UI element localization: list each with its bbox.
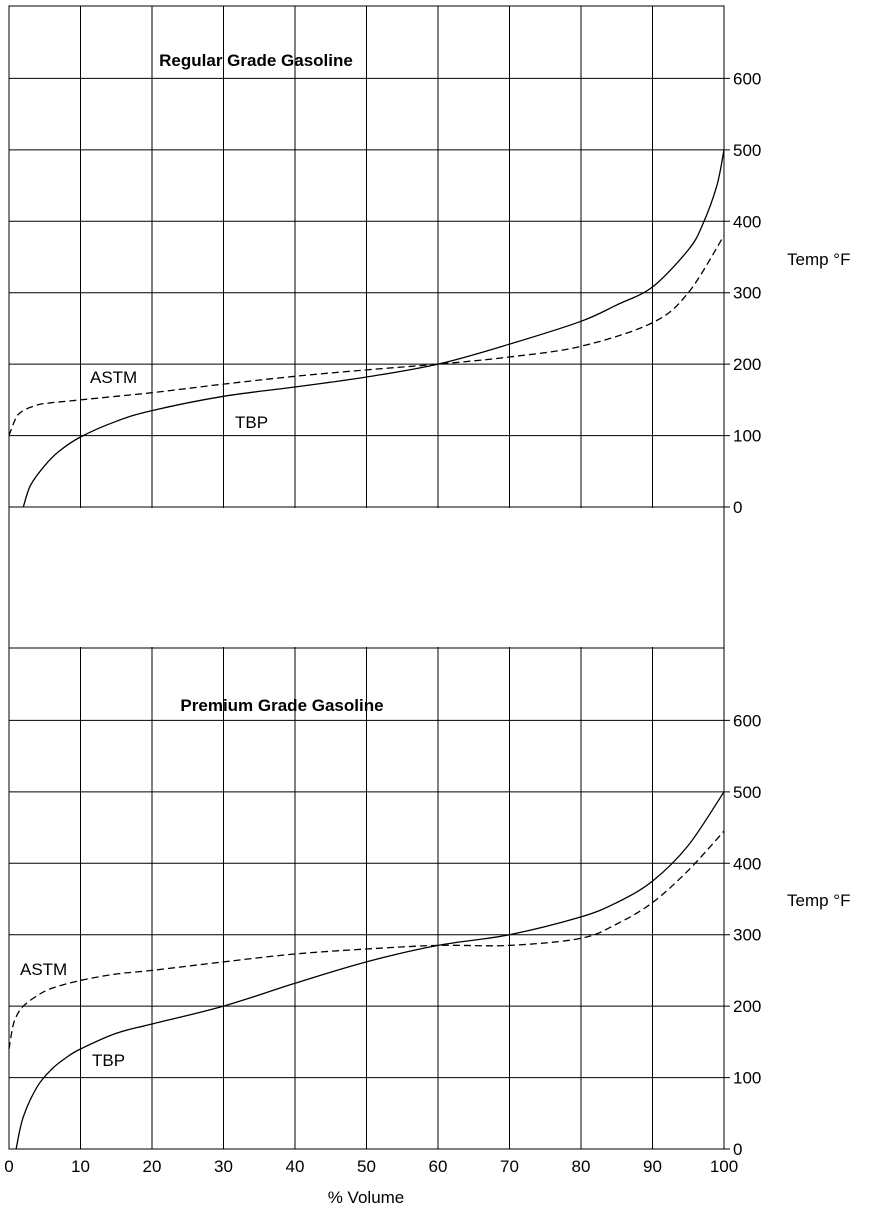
y-tick-label: 300 <box>733 926 761 945</box>
x-axis-label: % Volume <box>328 1188 405 1207</box>
series-line-astm <box>8 235 725 436</box>
x-tick-label: 60 <box>429 1157 448 1176</box>
x-tick-label: 10 <box>71 1157 90 1176</box>
y-tick-label: 600 <box>733 69 761 88</box>
y-tick-label: 500 <box>733 783 761 802</box>
x-tick-label: 80 <box>572 1157 591 1176</box>
x-tick-label: 30 <box>214 1157 233 1176</box>
series-line-tbp <box>15 791 725 1150</box>
y-axis-label: Temp °F <box>787 250 850 269</box>
y-tick-label: 500 <box>733 141 761 160</box>
y-tick-label: 200 <box>733 355 761 374</box>
y-tick-label: 400 <box>733 854 761 873</box>
series-label-astm: ASTM <box>90 368 137 387</box>
y-tick-label: 100 <box>733 1069 761 1088</box>
y-tick-label: 400 <box>733 212 761 231</box>
x-tick-label: 50 <box>357 1157 376 1176</box>
series-line-tbp <box>22 149 725 508</box>
series-label-tbp: TBP <box>235 413 268 432</box>
x-tick-label: 90 <box>643 1157 662 1176</box>
panel-gap <box>10 508 723 647</box>
panel-title: Regular Grade Gasoline <box>159 51 353 70</box>
x-tick-label: 0 <box>4 1157 13 1176</box>
series-line-astm <box>8 830 725 1050</box>
x-tick-label: 40 <box>286 1157 305 1176</box>
x-tick-label: 100 <box>710 1157 738 1176</box>
series-label-astm: ASTM <box>20 960 67 979</box>
panel-title: Premium Grade Gasoline <box>180 696 383 715</box>
y-tick-label: 600 <box>733 711 761 730</box>
y-tick-label: 100 <box>733 427 761 446</box>
y-axis-label: Temp °F <box>787 891 850 910</box>
y-tick-label: 0 <box>733 1140 742 1159</box>
series-label-tbp: TBP <box>92 1051 125 1070</box>
y-tick-label: 0 <box>733 498 742 517</box>
x-tick-label: 70 <box>500 1157 519 1176</box>
x-tick-label: 20 <box>143 1157 162 1176</box>
y-tick-label: 300 <box>733 284 761 303</box>
y-tick-label: 200 <box>733 997 761 1016</box>
